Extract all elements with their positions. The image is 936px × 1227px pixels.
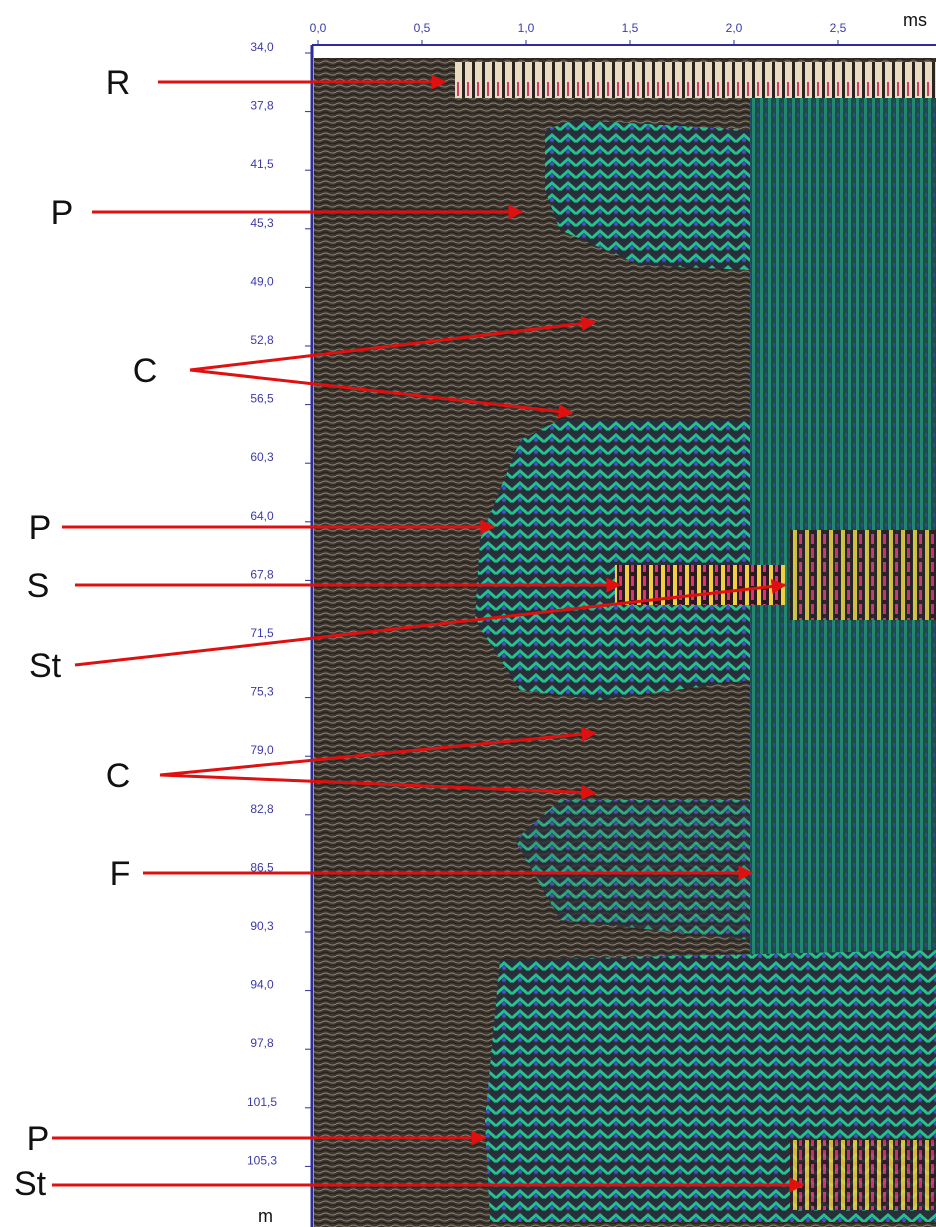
distance-tick-label: 45,3 (250, 216, 274, 230)
annotation-label: P (27, 1120, 50, 1158)
distance-tick-label: 41,5 (250, 157, 274, 171)
annotation-label: St (29, 647, 62, 685)
distance-tick-label: 71,5 (250, 626, 274, 640)
distance-tick-label: 79,0 (250, 743, 274, 757)
distance-tick-label: 82,8 (250, 802, 274, 816)
annotation-label: P (51, 194, 74, 232)
annotation-label: F (110, 855, 131, 893)
time-tick-label: 0,0 (310, 21, 327, 35)
annotation-arrow (189, 368, 574, 419)
annotation-arrow (74, 579, 787, 667)
annotation-arrow (159, 726, 597, 777)
time-tick-label: 2,5 (830, 21, 847, 35)
annotation-arrow (159, 773, 597, 800)
time-tick-label: 1,5 (622, 21, 639, 35)
distance-tick-label: 90,3 (250, 919, 274, 933)
distance-tick-label: 64,0 (250, 509, 274, 523)
distance-tick-label: 52,8 (250, 333, 274, 347)
time-axis-unit: ms (903, 10, 927, 30)
annotation-label: St (14, 1165, 47, 1203)
annotation-label: C (106, 757, 131, 795)
distance-tick-label: 94,0 (250, 978, 274, 992)
distance-tick-label: 101,5 (247, 1095, 277, 1109)
time-tick-label: 0,5 (414, 21, 431, 35)
distance-tick-label: 75,3 (250, 685, 274, 699)
distance-tick-label: 34,0 (250, 40, 274, 54)
radargram-image (314, 58, 936, 1227)
distance-tick-label: 105,3 (247, 1153, 277, 1167)
time-tick-label: 1,0 (518, 21, 535, 35)
annotation-label: S (27, 567, 50, 605)
distance-axis-unit: m (258, 1206, 273, 1226)
annotation-label: C (133, 352, 158, 390)
annotation-label: R (106, 64, 131, 102)
distance-tick-label: 97,8 (250, 1036, 274, 1050)
distance-tick-label: 86,5 (250, 860, 274, 874)
distance-tick-label: 49,0 (250, 274, 274, 288)
distance-tick-label: 56,5 (250, 392, 274, 406)
annotation-arrow (189, 316, 597, 372)
time-tick-label: 2,0 (726, 21, 743, 35)
distance-tick-label: 67,8 (250, 567, 274, 581)
distance-tick-label: 37,8 (250, 99, 274, 113)
distance-tick-label: 60,3 (250, 450, 274, 464)
annotation-label: P (29, 509, 52, 547)
